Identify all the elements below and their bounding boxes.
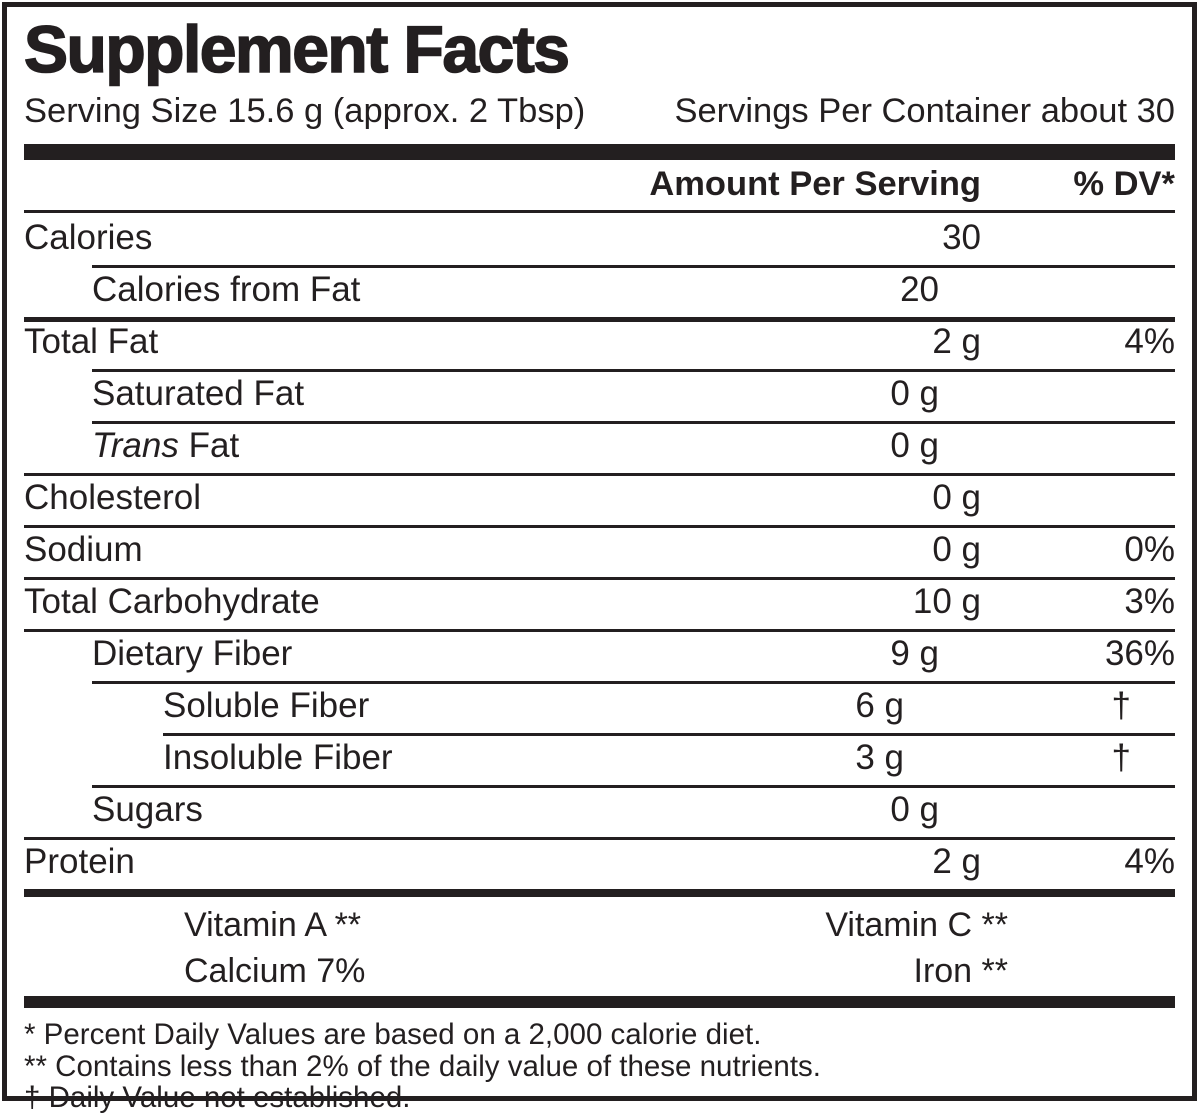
amount-value: 6 g [855, 686, 904, 725]
header-divider-bar [24, 144, 1175, 160]
label-content: Supplement Facts Serving Size 15.6 g (ap… [23, 7, 1175, 1113]
nutrient-row-soluble-fiber: Soluble Fiber 6 g † [24, 681, 1175, 733]
amount-value: 0 g [890, 790, 939, 829]
nutrient-row-saturated-fat: Saturated Fat 0 g [24, 369, 1175, 421]
nutrient-row-calories: Calories 30 [24, 213, 1175, 265]
nutrient-label: Total Carbohydrate [24, 582, 320, 621]
footnotes-divider-bar [24, 996, 1175, 1008]
footnotes-section: * Percent Daily Values are based on a 2,… [24, 1008, 1175, 1114]
row-divider [24, 473, 1175, 476]
dv-value: 36% [1104, 634, 1175, 673]
nutrient-label: Insoluble Fiber [163, 738, 393, 777]
footnote-daily-values: * Percent Daily Values are based on a 2,… [24, 1018, 762, 1051]
iron-value: Iron ** [913, 952, 1009, 990]
column-header-dv: % DV* [1073, 165, 1175, 203]
row-divider [92, 421, 1175, 424]
amount-value: 9 g [890, 634, 939, 673]
row-divider [92, 369, 1175, 372]
nutrient-label-italic-part: Trans [92, 426, 179, 465]
amount-value: 0 g [890, 374, 939, 413]
nutrient-row-sugars: Sugars 0 g [24, 785, 1175, 837]
row-divider [24, 577, 1175, 580]
nutrient-label: Trans Fat [92, 426, 239, 466]
nutrient-label: Dietary Fiber [92, 634, 293, 673]
dv-value: 4% [1124, 322, 1175, 361]
nutrient-label: Total Fat [24, 322, 159, 361]
row-divider [24, 837, 1175, 840]
column-header-amount: Amount Per Serving [649, 165, 981, 203]
row-divider [24, 525, 1175, 528]
nutrient-row-dietary-fiber: Dietary Fiber 9 g 36% [24, 629, 1175, 681]
amount-value: 3 g [855, 738, 904, 777]
vitamin-row: Vitamin A ** Vitamin C ** [24, 902, 1175, 948]
amount-value: 2 g [932, 842, 981, 881]
nutrient-label-rest: Fat [178, 426, 240, 465]
vitamins-section: Vitamin A ** Vitamin C ** Calcium 7% Iro… [24, 902, 1175, 994]
nutrient-label: Sodium [24, 530, 143, 569]
nutrient-label: Sugars [92, 790, 203, 829]
dv-value: † [1111, 686, 1131, 725]
servings-per-container: Servings Per Container about 30 [674, 92, 1175, 130]
amount-value: 0 g [890, 426, 939, 465]
calcium-value: Calcium 7% [184, 952, 366, 990]
amount-value: 0 g [932, 478, 981, 517]
vitamin-c-value: Vitamin C ** [825, 906, 1008, 944]
column-header-row: Amount Per Serving % DV* [24, 160, 1175, 213]
protein-divider-bar [24, 889, 1175, 897]
nutrient-row-protein: Protein 2 g 4% [24, 837, 1175, 889]
row-divider [24, 317, 1175, 322]
dv-value: 4% [1124, 842, 1175, 881]
nutrient-row-total-carbohydrate: Total Carbohydrate 10 g 3% [24, 577, 1175, 629]
serving-size: Serving Size 15.6 g (approx. 2 Tbsp) [24, 92, 586, 130]
label-title: Supplement Facts [23, 12, 571, 86]
nutrient-label: Protein [24, 842, 135, 881]
nutrient-row-cholesterol: Cholesterol 0 g [24, 473, 1175, 525]
row-divider [163, 733, 1175, 736]
nutrient-label: Soluble Fiber [163, 686, 370, 725]
amount-value: 30 [942, 218, 981, 257]
amount-value: 0 g [932, 530, 981, 569]
amount-value: 2 g [932, 322, 981, 361]
vitamin-a-value: Vitamin A ** [184, 906, 362, 944]
nutrient-label: Calories from Fat [92, 270, 361, 309]
vitamin-row: Calcium 7% Iron ** [24, 948, 1175, 994]
row-divider [92, 681, 1175, 684]
dv-value: † [1111, 738, 1131, 777]
nutrient-row-total-fat: Total Fat 2 g 4% [24, 317, 1175, 369]
nutrient-row-insoluble-fiber: Insoluble Fiber 3 g † [24, 733, 1175, 785]
row-divider [24, 629, 1175, 632]
dv-value: 0% [1124, 530, 1175, 569]
nutrient-row-trans-fat: Trans Fat 0 g [24, 421, 1175, 473]
footnote-dv-not-established: † Daily Value not established. [24, 1081, 411, 1114]
nutrient-label: Calories [24, 218, 153, 257]
footnote-contains-less: ** Contains less than 2% of the daily va… [24, 1049, 821, 1083]
row-divider [92, 265, 1175, 268]
row-divider [92, 785, 1175, 788]
amount-value: 20 [900, 270, 939, 309]
nutrient-row-sodium: Sodium 0 g 0% [24, 525, 1175, 577]
nutrient-label: Cholesterol [24, 478, 202, 517]
dv-value: 3% [1124, 582, 1175, 621]
nutrient-row-calories-from-fat: Calories from Fat 20 [24, 265, 1175, 317]
serving-info: Serving Size 15.6 g (approx. 2 Tbsp) Ser… [24, 92, 1175, 131]
nutrient-label: Saturated Fat [92, 374, 305, 413]
amount-value: 10 g [912, 582, 981, 621]
